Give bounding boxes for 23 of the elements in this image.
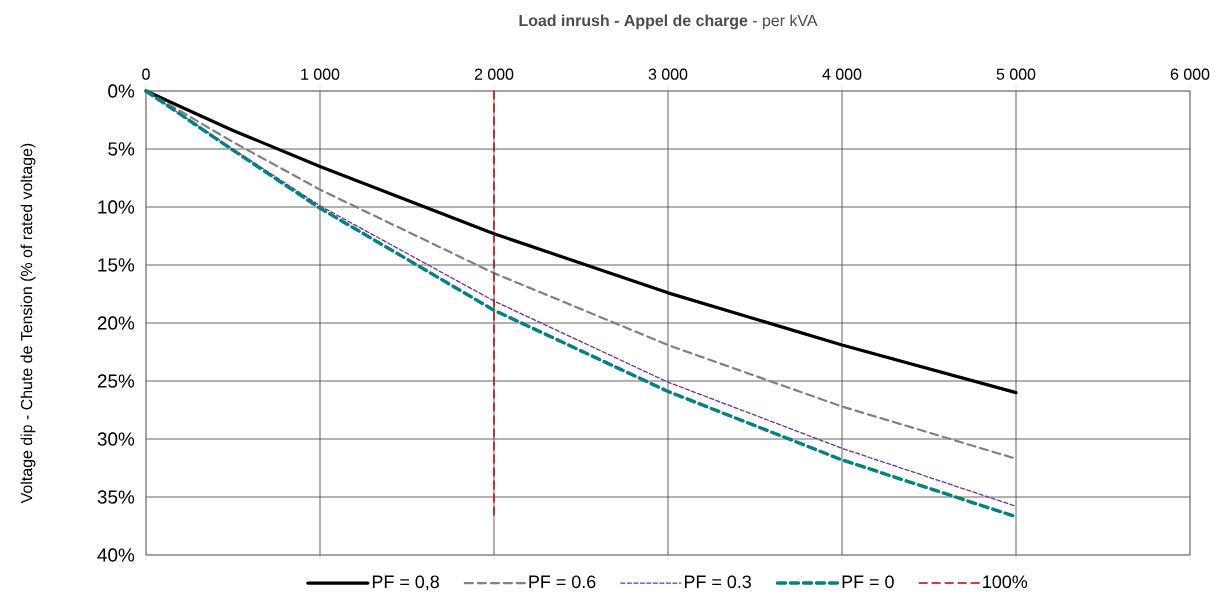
- x-tick-label: 3 000: [648, 68, 688, 80]
- legend-label: 100%: [983, 575, 1028, 589]
- x-tick-label: 5 000: [996, 68, 1036, 80]
- legend-label: PF = 0: [842, 575, 894, 589]
- y-tick-label: 0%: [108, 84, 135, 98]
- y-tick-label: 35%: [97, 490, 135, 504]
- x-tick-label: 2 000: [474, 68, 514, 80]
- y-tick-label: 25%: [97, 374, 135, 388]
- x-tick-label: 6 000: [1170, 68, 1210, 80]
- y-tick-label: 5%: [108, 142, 135, 156]
- x-tick-label: 0: [142, 68, 150, 80]
- x-tick-label: 4 000: [822, 68, 862, 80]
- y-tick-label: 10%: [98, 200, 135, 214]
- y-axis-title: Voltage dip - Chute de Tension (% of rated voltage): [20, 143, 36, 504]
- legend-label: PF = 0,8: [372, 575, 439, 591]
- y-tick-label: 15%: [98, 258, 135, 272]
- x-tick-label: 1 000: [301, 68, 340, 80]
- y-tick-label: 20%: [97, 316, 135, 330]
- legend-label: PF = 0.3: [684, 575, 751, 589]
- chart-title: Load inrush - Appel de charge - per kVA: [519, 14, 818, 30]
- y-tick-label: 30%: [97, 432, 135, 446]
- y-tick-label: 40%: [97, 548, 135, 562]
- legend-label: PF = 0.6: [529, 575, 596, 589]
